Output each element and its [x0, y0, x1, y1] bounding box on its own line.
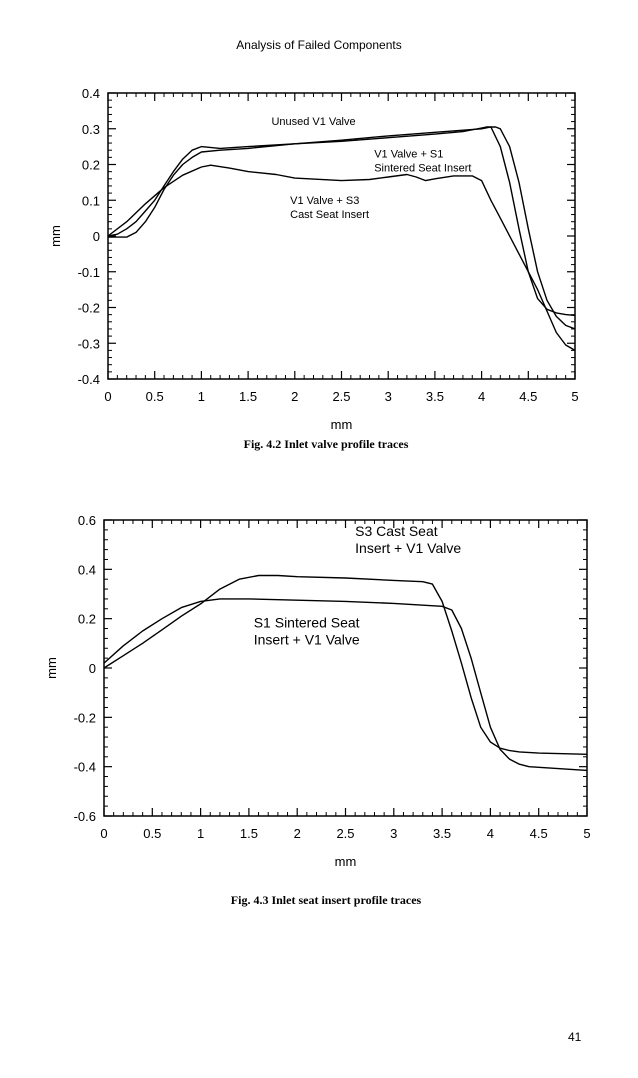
- annotation-line: Insert + V1 Valve: [254, 631, 360, 647]
- chart-inlet-valve-profile: 0 0.5 1 1.5 2 2.5 3 3.5 4 4.5 5 0.4 0.3 0.2 0.1 0 -0.1 -0…: [48, 86, 579, 432]
- x-tick-label: 2.5: [336, 826, 354, 841]
- annotation-line: S3 Cast Seat: [355, 523, 438, 539]
- x-tick-label: 5: [571, 389, 578, 404]
- x-tick-label: 3.5: [426, 389, 444, 404]
- y-tick-label: 0.1: [82, 193, 100, 208]
- series-line-1: [103, 574, 588, 755]
- annotation-label-3: V1 Valve + S3 Cast Seat Insert: [290, 195, 369, 221]
- x-tick-label: 2: [294, 826, 301, 841]
- annotation-label-2: V1 Valve + S1 Sintered Seat Insert: [374, 148, 471, 174]
- x-tick-label: 3: [385, 389, 392, 404]
- page-header: Analysis of Failed Components: [236, 38, 402, 52]
- y-tick-label: 0.4: [78, 562, 96, 577]
- x-tick-label: 3: [390, 826, 397, 841]
- chart-inlet-seat-insert-profile: 0 0.5 1 1.5 2 2.5 3 3.5 4 4.5 5 0.6 0.4 0.2 0 -0.2 -0.4 -…: [44, 513, 591, 869]
- annotation-label-1: Unused V1 Valve: [271, 116, 355, 128]
- x-axis-label: mm: [331, 417, 353, 432]
- y-tick-label: -0.6: [74, 809, 96, 824]
- annotation-label-1: S3 Cast Seat Insert + V1 Valve: [355, 523, 461, 556]
- annotation-line: Unused V1 Valve: [271, 116, 355, 128]
- annotation-line: Sintered Seat Insert: [374, 162, 471, 174]
- y-tick-label: -0.2: [78, 301, 100, 316]
- y-tick-label: 0.2: [82, 158, 100, 173]
- x-tick-label: 5: [583, 826, 590, 841]
- annotation-line: S1 Sintered Seat: [254, 614, 360, 630]
- figure-caption-4-3: Fig. 4.3 Inlet seat insert profile trace…: [230, 893, 422, 907]
- series-line-1: [107, 126, 576, 317]
- x-tick-label: 2: [291, 389, 298, 404]
- x-tick-label: 3.5: [433, 826, 451, 841]
- plot-frame: [107, 92, 576, 380]
- y-tick-label: 0: [89, 661, 96, 676]
- x-axis-label: mm: [335, 854, 357, 869]
- x-tick-label: 0: [100, 826, 107, 841]
- x-tick-label: 0: [104, 389, 111, 404]
- annotation-line: V1 Valve + S1: [374, 148, 443, 160]
- y-tick-label: -0.1: [78, 265, 100, 280]
- figure-caption-4-2: Fig. 4.2 Inlet valve profile traces: [243, 437, 409, 451]
- page-number: 41: [568, 1030, 582, 1044]
- annotation-label-2: S1 Sintered Seat Insert + V1 Valve: [254, 614, 360, 647]
- plot-frame: [103, 519, 588, 817]
- x-tick-label: 4.5: [530, 826, 548, 841]
- series-line-2: [103, 598, 588, 772]
- y-tick-label: -0.3: [78, 336, 100, 351]
- x-tick-label: 1.5: [240, 826, 258, 841]
- y-tick-label: -0.4: [74, 760, 96, 775]
- x-tick-label: 4.5: [519, 389, 537, 404]
- x-tick-label: 1: [197, 826, 204, 841]
- x-tick-label: 2.5: [332, 389, 350, 404]
- y-tick-label: 0.3: [82, 122, 100, 137]
- series-line-3: [107, 164, 576, 352]
- annotation-line: Insert + V1 Valve: [355, 540, 461, 556]
- y-tick-label: 0: [93, 229, 100, 244]
- x-tick-label: 4: [487, 826, 494, 841]
- series-line-2: [108, 126, 576, 330]
- annotation-line: Cast Seat Insert: [290, 209, 369, 221]
- x-tick-label: 1: [198, 389, 205, 404]
- annotation-line: V1 Valve + S3: [290, 195, 359, 207]
- y-tick-label: 0.2: [78, 612, 96, 627]
- y-axis-label: mm: [48, 225, 63, 247]
- x-tick-label: 1.5: [239, 389, 257, 404]
- y-tick-label: 0.4: [82, 86, 100, 101]
- y-tick-label: 0.6: [78, 513, 96, 528]
- y-tick-label: -0.4: [78, 372, 100, 387]
- x-tick-label: 4: [478, 389, 485, 404]
- y-tick-label: -0.2: [74, 710, 96, 725]
- x-tick-label: 0.5: [146, 389, 164, 404]
- y-axis-label: mm: [44, 657, 59, 679]
- x-tick-label: 0.5: [143, 826, 161, 841]
